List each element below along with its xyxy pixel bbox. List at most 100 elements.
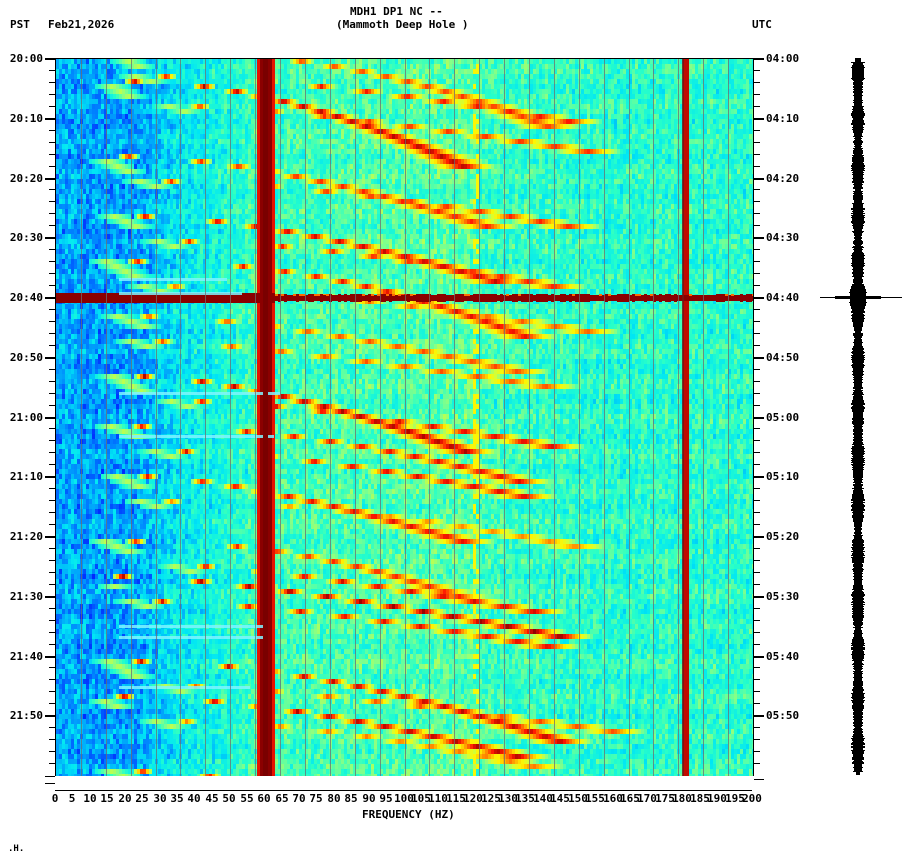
right-time-label: 05:00 (766, 411, 800, 424)
left-time-minor-tick (49, 261, 55, 262)
left-time-minor-tick (49, 440, 55, 441)
left-time-minor-tick (49, 405, 55, 406)
frequency-tick-label: 160 (603, 792, 623, 805)
frequency-tick-label: 140 (533, 792, 553, 805)
right-time-major-tick (754, 178, 764, 180)
left-time-minor-tick (49, 464, 55, 465)
right-time-minor-tick (754, 727, 760, 728)
right-time-minor-tick (754, 751, 760, 752)
seismogram-panel[interactable] (820, 58, 902, 775)
frequency-tick-label: 15 (100, 792, 114, 805)
left-time-minor-tick (49, 225, 55, 226)
frequency-tick-label: 150 (568, 792, 588, 805)
right-time-label: 04:10 (766, 112, 800, 125)
right-time-label: 05:50 (766, 709, 800, 722)
left-time-major-tick (45, 596, 55, 598)
spectrogram-plot[interactable] (55, 58, 754, 777)
left-time-minor-tick (49, 285, 55, 286)
right-time-label: 05:20 (766, 530, 800, 543)
frequency-tick-label: 110 (428, 792, 448, 805)
right-time-label: 05:10 (766, 470, 800, 483)
left-time-minor-tick (49, 703, 55, 704)
frequency-axis-rail (55, 790, 752, 791)
left-time-minor-tick (49, 512, 55, 513)
right-time-minor-tick (754, 512, 760, 513)
left-time-minor-tick (49, 584, 55, 585)
left-time-label: 21:10 (9, 470, 43, 483)
left-time-minor-tick (49, 309, 55, 310)
right-time-minor-tick (754, 166, 760, 167)
left-time-label: 20:00 (9, 52, 43, 65)
right-time-minor-tick (754, 524, 760, 525)
frequency-tick-label: 75 (309, 792, 323, 805)
right-time-minor-tick (754, 488, 760, 489)
left-time-label: 20:40 (9, 291, 43, 304)
left-time-minor-tick (49, 94, 55, 95)
left-time-major-tick (45, 417, 55, 419)
left-time-minor-tick (49, 130, 55, 131)
right-time-major-tick (754, 237, 764, 239)
right-time-minor-tick (754, 464, 760, 465)
seismogram-canvas[interactable] (820, 58, 902, 775)
corner-stub-tick (45, 783, 55, 784)
spectrogram-canvas[interactable] (56, 59, 753, 776)
left-time-minor-tick (49, 189, 55, 190)
left-time-major-tick (45, 656, 55, 658)
left-time-minor-tick (49, 739, 55, 740)
left-time-label: 20:20 (9, 172, 43, 185)
frequency-tick-label: 115 (446, 792, 466, 805)
right-time-minor-tick (754, 381, 760, 382)
frequency-tick-label: 65 (275, 792, 289, 805)
corner-stub-tick-right (754, 779, 764, 780)
right-time-minor-tick (754, 201, 760, 202)
right-time-major-tick (754, 656, 764, 658)
frequency-tick-label: 5 (68, 792, 76, 805)
frequency-tick-label: 195 (725, 792, 745, 805)
left-time-minor-tick (49, 644, 55, 645)
axis-spacer-band (55, 776, 754, 790)
right-time-minor-tick (754, 679, 760, 680)
right-time-minor-tick (754, 106, 760, 107)
right-time-minor-tick (754, 548, 760, 549)
frequency-tick-label: 55 (240, 792, 254, 805)
left-time-major-tick (45, 178, 55, 180)
right-time-minor-tick (754, 189, 760, 190)
left-time-minor-tick (49, 106, 55, 107)
left-time-minor-tick (49, 213, 55, 214)
right-time-major-tick (754, 715, 764, 717)
left-time-minor-tick (49, 488, 55, 489)
frequency-tick-label: 90 (362, 792, 376, 805)
left-time-minor-tick (49, 679, 55, 680)
right-time-minor-tick (754, 428, 760, 429)
right-time-minor-tick (754, 500, 760, 501)
date-label: Feb21,2026 (48, 18, 115, 31)
left-time-minor-tick (49, 608, 55, 609)
left-time-minor-tick (49, 727, 55, 728)
left-time-minor-tick (49, 751, 55, 752)
frequency-tick-label: 100 (394, 792, 414, 805)
left-time-minor-tick (49, 201, 55, 202)
right-time-major-tick (754, 476, 764, 478)
right-time-minor-tick (754, 94, 760, 95)
frequency-tick-label: 135 (515, 792, 535, 805)
corner-mark: .H. (8, 844, 25, 854)
right-time-label: 04:40 (766, 291, 800, 304)
left-time-minor-tick (49, 333, 55, 334)
frequency-tick-label: 165 (620, 792, 640, 805)
left-time-minor-tick (49, 524, 55, 525)
frequency-tick-label: 185 (690, 792, 710, 805)
left-time-label: 21:00 (9, 411, 43, 424)
right-time-label: 04:20 (766, 172, 800, 185)
right-time-minor-tick (754, 560, 760, 561)
frequency-axis-label: FREQUENCY (HZ) (362, 808, 455, 821)
left-time-major-tick (45, 357, 55, 359)
frequency-tick-label: 105 (411, 792, 431, 805)
right-time-minor-tick (754, 763, 760, 764)
frequency-tick-label: 125 (481, 792, 501, 805)
left-time-minor-tick (49, 381, 55, 382)
right-time-minor-tick (754, 667, 760, 668)
page-subtitle: (Mammoth Deep Hole ) (336, 18, 469, 31)
frequency-tick-label: 80 (327, 792, 341, 805)
left-time-label: 21:30 (9, 590, 43, 603)
right-time-minor-tick (754, 644, 760, 645)
